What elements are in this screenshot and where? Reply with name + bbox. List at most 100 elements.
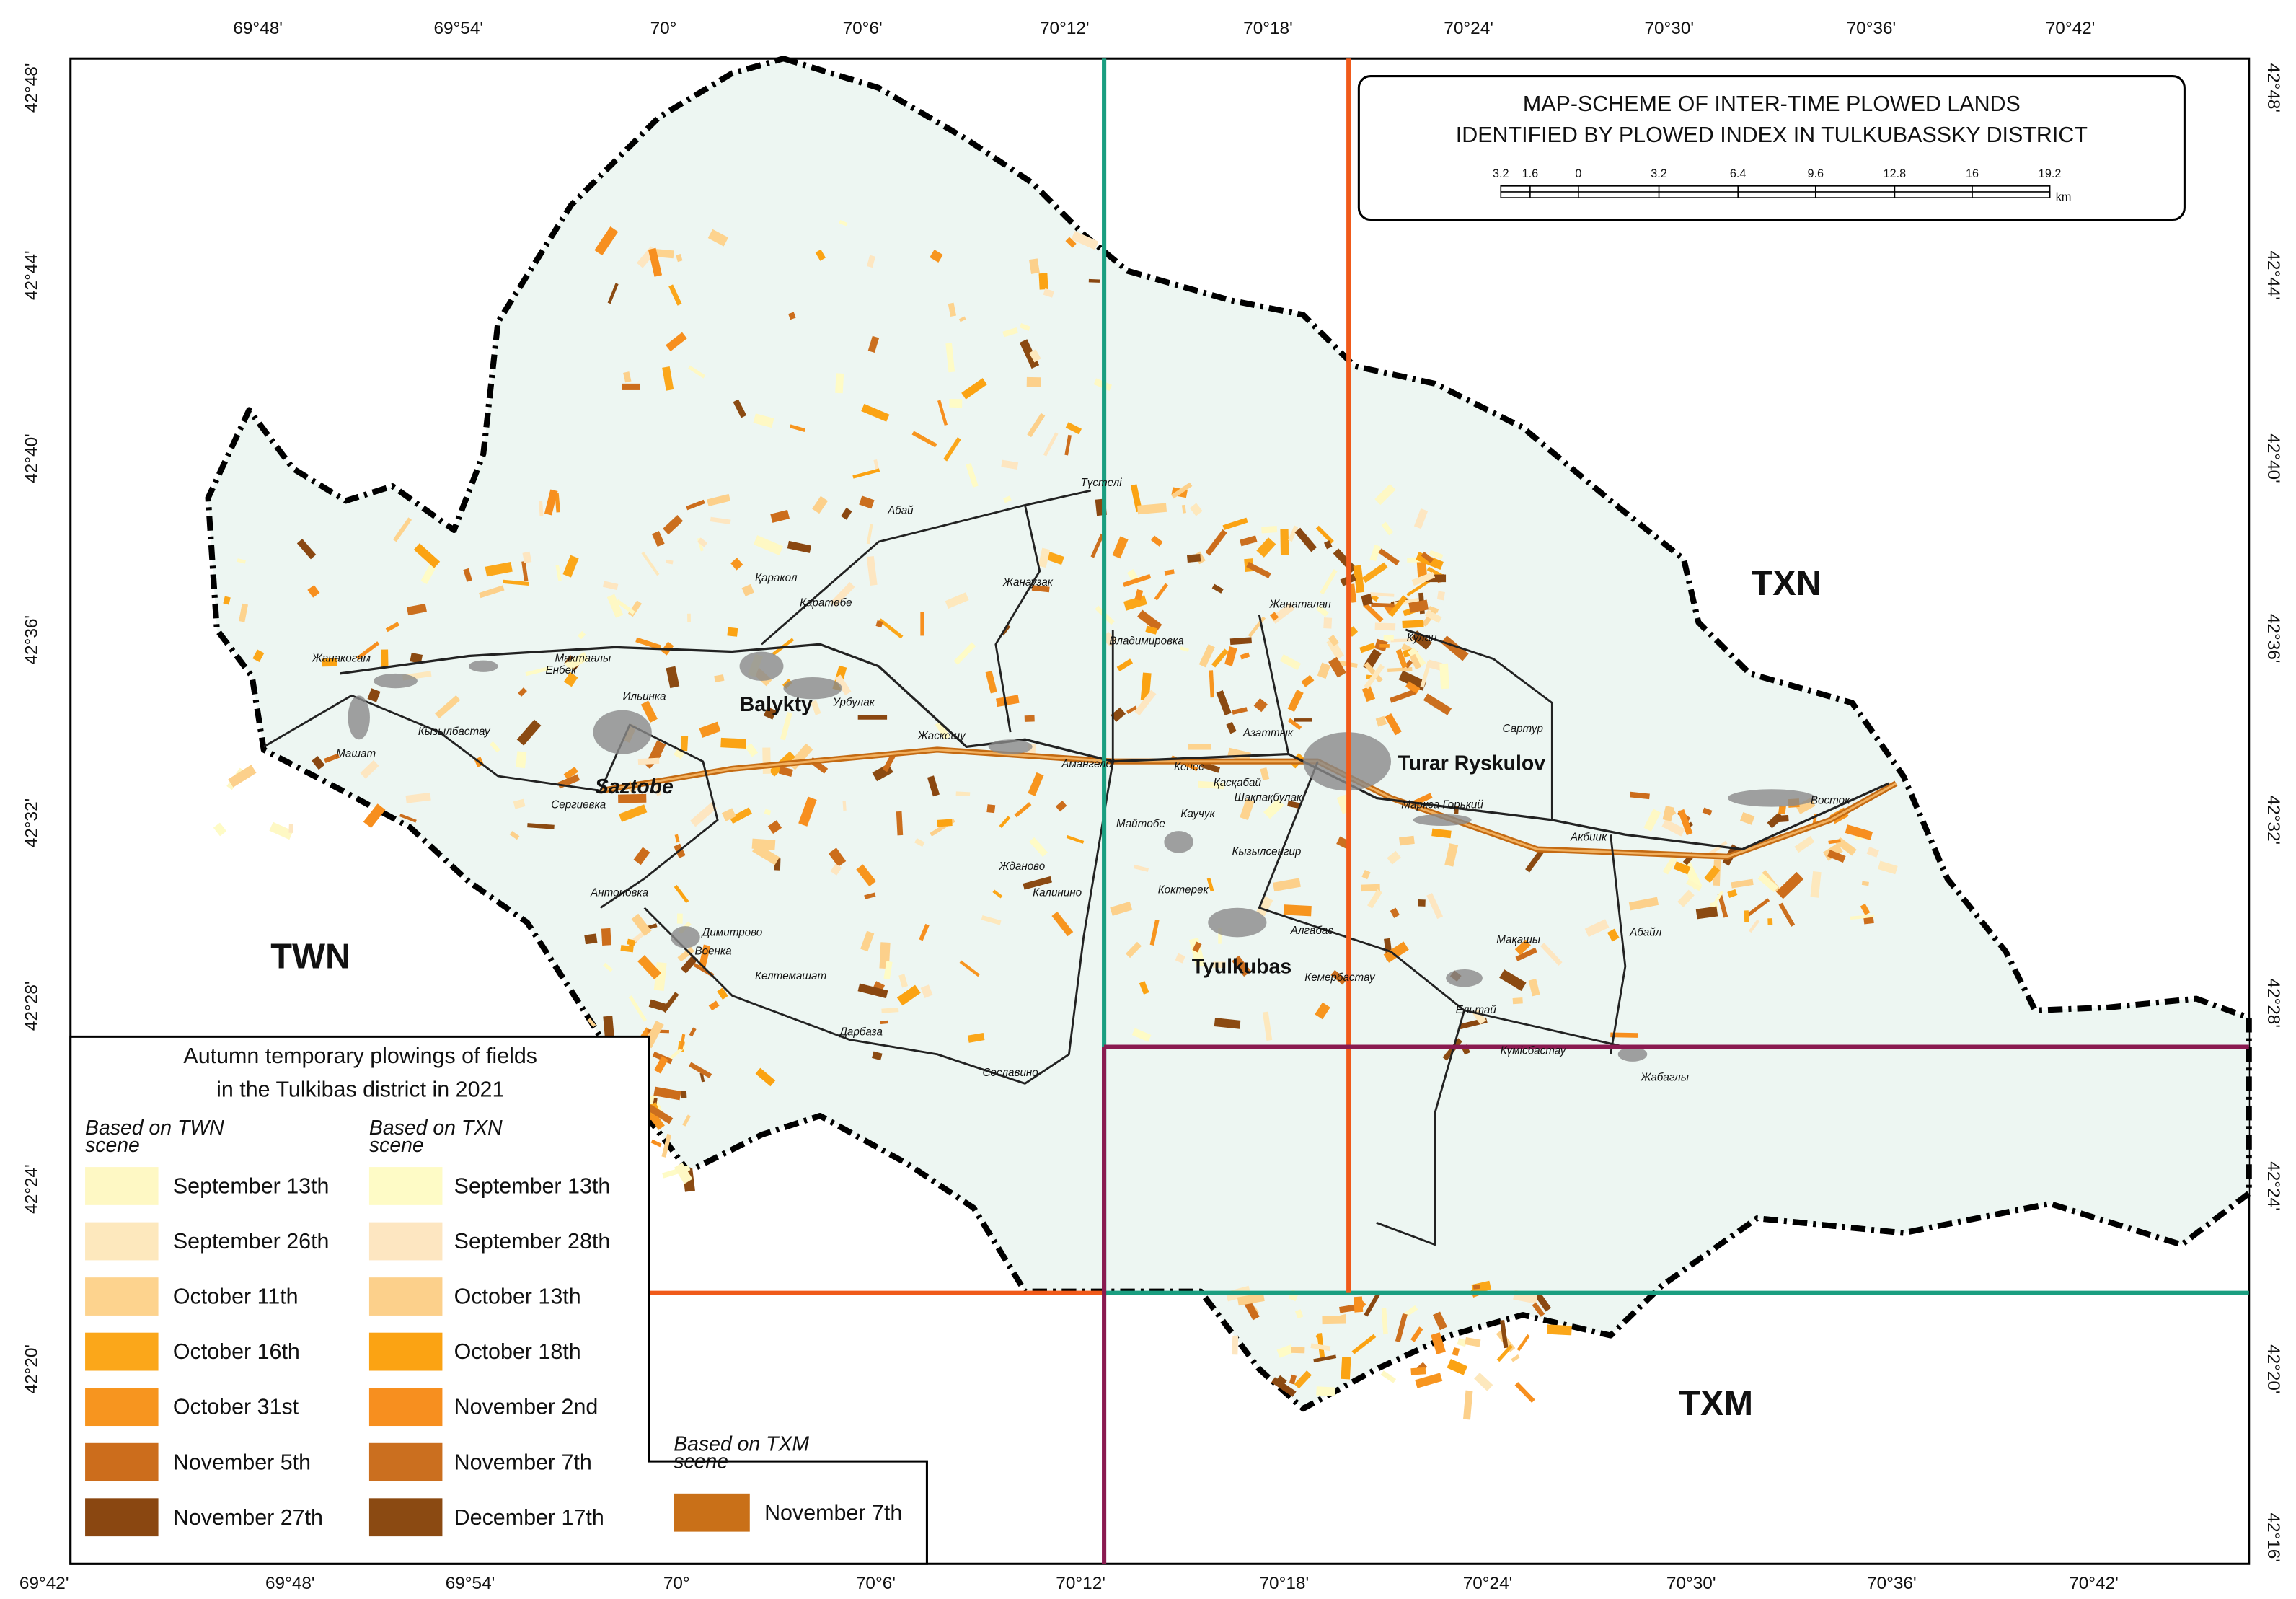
field-patch: [1273, 1375, 1287, 1389]
field-patch: [1428, 606, 1439, 613]
top-axis-label: 69°54': [433, 19, 483, 38]
field-patch: [490, 741, 500, 753]
town-label: Turar Ryskulov: [1398, 752, 1545, 775]
field-patch: [674, 834, 680, 843]
field-patch: [859, 495, 875, 509]
field-patch: [307, 585, 320, 598]
field-patch: [406, 603, 427, 616]
field-patch: [1171, 482, 1193, 499]
field-patch: [239, 603, 249, 622]
map-title: IDENTIFIED BY PLOWED INDEX IN TULKUBASSK…: [1456, 123, 2088, 147]
top-axis-label: 70°6': [843, 19, 883, 38]
field-patch: [867, 335, 880, 353]
field-patch: [1088, 278, 1100, 283]
bottom-axis-label: 70°6': [856, 1574, 896, 1593]
field-patch: [1134, 690, 1157, 716]
field-patch: [920, 984, 933, 998]
field-patch: [1064, 434, 1072, 456]
field-patch: [1014, 802, 1032, 818]
field-patch: [662, 366, 674, 391]
field-patch: [1316, 1386, 1336, 1396]
field-patch: [1213, 961, 1226, 969]
field-patch: [321, 658, 337, 667]
field-patch: [880, 1020, 889, 1024]
field-patch: [1409, 653, 1422, 670]
field-patch: [555, 493, 561, 513]
field-patch: [1188, 744, 1211, 750]
legend-heading: Based on TXN: [369, 1116, 503, 1140]
field-patch: [606, 594, 624, 618]
field-patch: [602, 581, 619, 591]
field-patch: [999, 816, 1011, 829]
legend-label: October 18th: [454, 1339, 581, 1364]
field-patch: [1411, 630, 1432, 650]
field-patch: [1436, 591, 1445, 601]
field-patch: [1291, 1347, 1305, 1354]
field-patch: [1029, 837, 1048, 858]
field-patch: [733, 399, 747, 418]
legend-label: November 5th: [173, 1450, 311, 1474]
left-axis-label: 42°40': [22, 433, 41, 483]
legend-label: October 16th: [173, 1339, 300, 1364]
field-patch: [1431, 1332, 1446, 1354]
village-label: Кенес: [1174, 761, 1204, 773]
field-patch: [699, 721, 721, 738]
field-patch: [937, 819, 953, 827]
field-patch: [1535, 1292, 1552, 1312]
settlement: [739, 651, 784, 682]
field-patch: [1702, 807, 1713, 816]
field-patch: [896, 811, 904, 836]
field-patch: [1201, 761, 1221, 773]
field-patch: [1516, 1334, 1530, 1352]
field-patch: [1353, 1296, 1364, 1313]
field-patch: [1341, 1357, 1351, 1380]
field-patch: [1418, 899, 1426, 907]
village-label: Маркса Горький: [1401, 799, 1483, 811]
field-patch: [1287, 801, 1301, 809]
field-patch: [753, 413, 774, 428]
legend-swatch: [85, 1167, 159, 1205]
field-patch: [1364, 661, 1383, 683]
field-patch: [682, 1114, 691, 1127]
village-label: Калинино: [1033, 886, 1082, 899]
field-patch: [1315, 604, 1329, 617]
field-patch: [752, 843, 780, 865]
scale-label: 3.2: [1493, 167, 1509, 180]
field-patch: [720, 737, 746, 749]
field-patch: [1441, 635, 1469, 661]
village-label: Қаракөл: [755, 572, 798, 584]
field-patch: [1051, 911, 1074, 937]
field-patch: [1066, 834, 1085, 844]
field-patch: [1216, 690, 1232, 716]
field-patch: [1778, 902, 1796, 927]
field-patch: [1330, 969, 1347, 985]
field-patch: [522, 551, 532, 564]
field-patch: [405, 792, 431, 803]
field-patch: [1310, 1343, 1331, 1352]
field-patch: [1405, 681, 1421, 694]
field-patch: [509, 831, 520, 840]
field-patch: [762, 747, 771, 774]
scale-bar-segment: [1658, 191, 1739, 198]
scale-label: 6.4: [1730, 167, 1747, 180]
legend-swatch: [368, 1498, 443, 1537]
field-patch: [1472, 1285, 1480, 1290]
legend-swatch: [368, 1167, 443, 1205]
field-patch: [1330, 1313, 1346, 1321]
field-patch: [1134, 589, 1144, 601]
field-patch: [1447, 1359, 1468, 1375]
field-patch: [635, 637, 661, 651]
field-patch: [663, 515, 684, 535]
field-patch: [680, 954, 699, 974]
field-patch: [653, 249, 674, 259]
town-label: Balykty: [740, 693, 813, 716]
field-patch: [410, 653, 423, 664]
village-label: Каучук: [1180, 808, 1215, 820]
field-patch: [1326, 638, 1344, 660]
field-patch: [770, 509, 790, 523]
field-patch: [1137, 609, 1162, 632]
field-patch: [288, 824, 294, 833]
field-patch: [1850, 914, 1875, 920]
scale-bar-segment: [1529, 191, 1579, 198]
